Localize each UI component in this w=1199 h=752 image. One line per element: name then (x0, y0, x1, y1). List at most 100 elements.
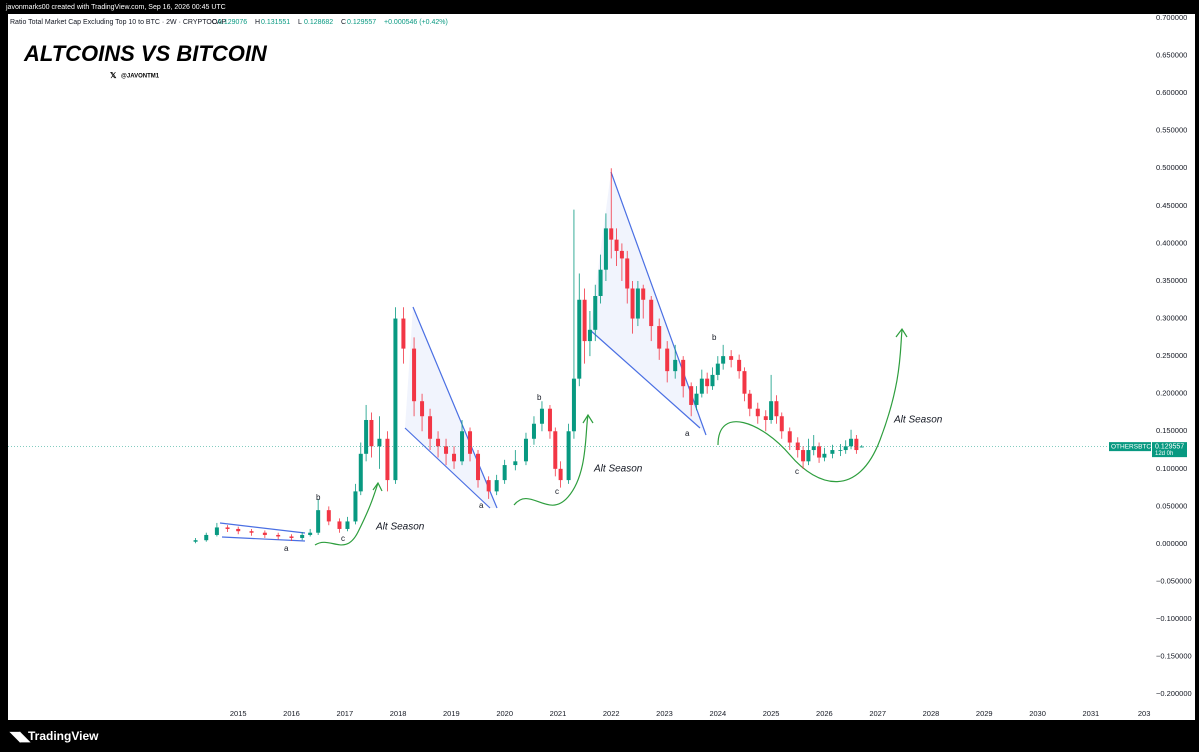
y-tick-label: −0.100000 (1156, 614, 1192, 623)
arrow-head (372, 481, 383, 492)
candle-body (577, 299, 582, 379)
wave-label: b (712, 333, 717, 342)
curve-arrow (717, 329, 903, 483)
candle-body (598, 269, 603, 297)
candle-body (625, 258, 630, 289)
ohlc-key: C (341, 19, 346, 26)
y-tick-label: 0.000000 (1156, 539, 1187, 548)
candle-body (393, 318, 398, 481)
wave-label: b (537, 393, 542, 402)
candle-body (763, 416, 768, 420)
candle-body (849, 438, 854, 447)
x-tick-label: 2029 (976, 709, 993, 718)
wave-label: c (555, 487, 559, 496)
candle-body (838, 450, 843, 451)
candle-body (566, 431, 571, 481)
candle-body (249, 531, 254, 533)
x-logo: 𝕏 (110, 71, 117, 80)
candle-body (428, 416, 433, 439)
x-tick-label: 2018 (390, 709, 407, 718)
ohlc-legend: O 0.129076 H 0.131551 L 0.128682 C 0.129557 +0.0… (212, 19, 448, 26)
candle-body (308, 532, 313, 535)
wedge-fill (405, 307, 497, 508)
candle-body (460, 431, 465, 462)
x-tick-label: 203 (1138, 709, 1151, 718)
candle-body (444, 446, 449, 454)
candle-body (817, 446, 822, 458)
candle-body (681, 359, 686, 387)
x-tick-label: 2028 (923, 709, 940, 718)
candle-body (369, 419, 374, 447)
candle-body (705, 378, 710, 387)
candle-body (214, 527, 219, 535)
candle-body (486, 480, 491, 492)
x-tick-label: 2016 (283, 709, 300, 718)
chart-title: ALTCOINS VS BITCOIN (23, 41, 268, 66)
candle-body (806, 450, 811, 462)
ohlc-key: L (298, 19, 302, 26)
wedge-line (589, 329, 701, 429)
symbol-tag-text: OTHERSBTC (1111, 443, 1151, 450)
candle-body (337, 521, 342, 529)
candle-body (401, 318, 406, 349)
footer-bar (0, 720, 1199, 752)
wave-label: a (685, 429, 690, 438)
annotations: a b c Alt Season a b c Alt Season a b c … (284, 333, 943, 553)
footer-brand: TradingView (28, 729, 99, 743)
x-tick-label: 2019 (443, 709, 460, 718)
candle-body (630, 288, 635, 319)
candle-body (603, 228, 608, 270)
candle-body (377, 438, 382, 447)
candle-body (345, 521, 350, 529)
x-tick-label: 2022 (603, 709, 620, 718)
wedge-line (404, 427, 491, 509)
candle-body (436, 438, 441, 447)
y-tick-label: 0.550000 (1156, 126, 1187, 135)
candle-body (236, 528, 241, 532)
candle-body (649, 299, 654, 327)
candle-body (571, 378, 576, 432)
alt-season-label: Alt Season (593, 464, 643, 475)
candle-body (830, 450, 835, 454)
candle-body (276, 534, 281, 537)
candle-body (843, 446, 848, 451)
y-tick-label: 0.150000 (1156, 426, 1187, 435)
candle-body (635, 288, 640, 319)
y-tick-label: 0.100000 (1156, 464, 1187, 473)
candle-body (420, 401, 425, 417)
candle-body (193, 540, 198, 542)
candle-body (513, 461, 518, 466)
candle-body (747, 393, 752, 409)
ohlc-value: 0.129557 (347, 19, 376, 26)
y-tick-label: 0.500000 (1156, 163, 1187, 172)
candle-body (721, 356, 726, 364)
candle-body (742, 371, 747, 394)
y-tick-label: 0.700000 (1156, 13, 1187, 22)
candle-body (755, 408, 760, 417)
candle-body (657, 326, 662, 349)
wave-label: c (341, 534, 345, 543)
handle: @JAVONTM1 (121, 74, 160, 80)
candle-body (289, 536, 294, 538)
candle-body (225, 527, 230, 529)
y-tick-label: 0.350000 (1156, 276, 1187, 285)
ohlc-value: 0.129076 (218, 19, 247, 26)
candle-body (737, 359, 742, 372)
alt-season-label: Alt Season (893, 415, 943, 426)
x-tick-label: 2020 (496, 709, 513, 718)
candle-body (582, 299, 587, 342)
y-tick-label: 0.250000 (1156, 351, 1187, 360)
candle-body (774, 401, 779, 417)
candle-body (412, 348, 417, 402)
candle-body (531, 423, 536, 439)
candle-body (300, 534, 305, 538)
candle-body (769, 401, 774, 420)
x-tick-label: 2026 (816, 709, 833, 718)
y-tick-label: −0.150000 (1156, 652, 1192, 661)
ohlc-change: +0.000546 (+0.42%) (384, 19, 448, 26)
candle-body (822, 453, 827, 458)
candle-body (452, 453, 457, 462)
candle-body (353, 491, 358, 522)
candle-body (673, 359, 678, 372)
